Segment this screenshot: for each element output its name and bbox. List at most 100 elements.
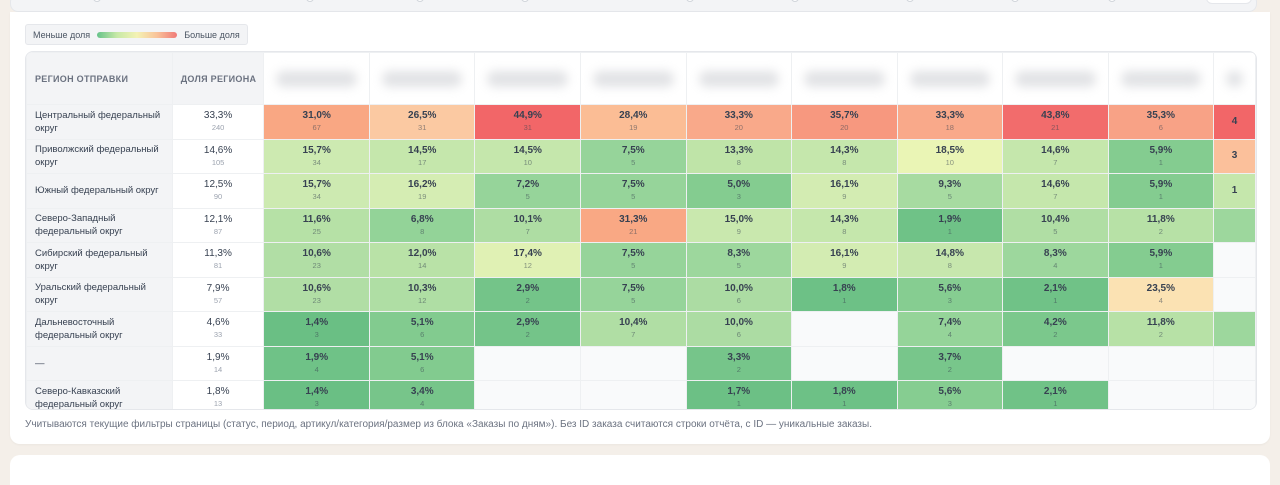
heat-cell[interactable]: 11,8% 2: [1107, 311, 1215, 347]
heat-cell[interactable]: 8,3% 4: [1002, 242, 1109, 278]
heat-cell[interactable]: 5,6% 3: [896, 380, 1004, 409]
heat-cell[interactable]: 15,7% 34: [263, 138, 370, 174]
heat-cell[interactable]: [1213, 380, 1256, 409]
heat-cell[interactable]: 33,3% 18: [896, 104, 1004, 140]
heat-cell[interactable]: [1107, 380, 1215, 409]
heat-cell[interactable]: 5,9% 1: [1107, 138, 1215, 174]
heat-cell[interactable]: 14,6% 7: [1002, 138, 1109, 174]
heat-cell[interactable]: 1,9% 1: [896, 207, 1004, 243]
heat-cell[interactable]: 3,3% 2: [685, 345, 793, 381]
heat-cell[interactable]: 4: [1213, 104, 1256, 140]
heat-cell[interactable]: 23,5% 4: [1107, 276, 1215, 312]
heat-cell[interactable]: [1213, 242, 1256, 278]
heat-cell[interactable]: 2,1% 1: [1002, 276, 1109, 312]
heat-cell[interactable]: 26,5% 31: [368, 104, 476, 140]
product-column-header[interactable]: [474, 52, 581, 105]
heat-cell[interactable]: 12,0% 14: [368, 242, 476, 278]
product-column-header[interactable]: [685, 52, 793, 105]
heat-cell[interactable]: [1107, 345, 1215, 381]
heat-cell[interactable]: 17,4% 12: [474, 242, 581, 278]
heat-cell[interactable]: 13,3% 8: [685, 138, 793, 174]
heat-cell[interactable]: 1,4% 3: [263, 311, 370, 347]
heat-cell[interactable]: 16,1% 9: [791, 242, 898, 278]
heat-cell[interactable]: 10,6% 23: [263, 242, 370, 278]
heat-cell[interactable]: 5,1% 6: [368, 311, 476, 347]
heat-cell[interactable]: 7,5% 5: [580, 138, 687, 174]
product-column-header[interactable]: [1107, 52, 1215, 105]
heat-cell[interactable]: 10,0% 6: [685, 276, 793, 312]
heat-cell[interactable]: 7,4% 4: [896, 311, 1004, 347]
heat-cell[interactable]: 16,2% 19: [368, 173, 476, 209]
heat-cell[interactable]: 16,1% 9: [791, 173, 898, 209]
product-column-header[interactable]: [263, 52, 370, 105]
share-column-header[interactable]: ДОЛЯ РЕГИОНА: [171, 52, 265, 105]
heat-cell[interactable]: 10,1% 7: [474, 207, 581, 243]
heat-cell[interactable]: 35,3% 6: [1107, 104, 1215, 140]
heat-cell[interactable]: 1,9% 4: [263, 345, 370, 381]
heat-cell[interactable]: 15,0% 9: [685, 207, 793, 243]
heat-cell[interactable]: [791, 311, 898, 347]
heat-cell[interactable]: 10,6% 23: [263, 276, 370, 312]
heat-cell[interactable]: 31,3% 21: [580, 207, 687, 243]
heat-cell[interactable]: 2,9% 2: [474, 311, 581, 347]
heat-cell[interactable]: 7,2% 5: [474, 173, 581, 209]
heat-cell[interactable]: 10,4% 7: [580, 311, 687, 347]
heat-cell[interactable]: 44,9% 31: [474, 104, 581, 140]
heat-cell[interactable]: 33,3% 20: [685, 104, 793, 140]
product-column-header[interactable]: [1213, 52, 1256, 105]
heat-cell[interactable]: 9,3% 5: [896, 173, 1004, 209]
heat-cell[interactable]: [580, 380, 687, 409]
heat-cell[interactable]: 5,9% 1: [1107, 173, 1215, 209]
heat-cell[interactable]: 14,8% 8: [896, 242, 1004, 278]
heat-cell[interactable]: 10,3% 12: [368, 276, 476, 312]
heat-cell[interactable]: 1,8% 1: [791, 380, 898, 409]
heat-cell[interactable]: 5,6% 3: [896, 276, 1004, 312]
heat-cell[interactable]: 43,8% 21: [1002, 104, 1109, 140]
heat-cell[interactable]: [474, 345, 581, 381]
heat-cell[interactable]: 3: [1213, 138, 1256, 174]
heat-cell[interactable]: 10,0% 6: [685, 311, 793, 347]
heat-cell[interactable]: [580, 345, 687, 381]
heat-cell[interactable]: 28,4% 19: [580, 104, 687, 140]
heat-cell[interactable]: [474, 380, 581, 409]
heat-cell[interactable]: [1002, 345, 1109, 381]
heat-cell[interactable]: 3,7% 2: [896, 345, 1004, 381]
radio-dot[interactable]: [906, 0, 914, 2]
heat-cell[interactable]: [1213, 345, 1256, 381]
heat-cell[interactable]: 5,1% 6: [368, 345, 476, 381]
radio-dot[interactable]: [416, 0, 424, 2]
heat-cell[interactable]: 14,5% 17: [368, 138, 476, 174]
strip-action-button[interactable]: [1206, 0, 1252, 4]
heat-cell[interactable]: [1213, 207, 1256, 243]
heat-cell[interactable]: 7,5% 5: [580, 276, 687, 312]
heat-cell[interactable]: 14,3% 8: [791, 207, 898, 243]
heat-cell[interactable]: [1213, 276, 1256, 312]
heat-cell[interactable]: 10,4% 5: [1002, 207, 1109, 243]
heat-cell[interactable]: 4,2% 2: [1002, 311, 1109, 347]
heat-cell[interactable]: 7,5% 5: [580, 173, 687, 209]
heat-cell[interactable]: 31,0% 67: [263, 104, 370, 140]
heat-cell[interactable]: 14,5% 10: [474, 138, 581, 174]
heat-cell[interactable]: 5,9% 1: [1107, 242, 1215, 278]
heat-cell[interactable]: [1213, 311, 1256, 347]
heat-cell[interactable]: 18,5% 10: [896, 138, 1004, 174]
radio-dot[interactable]: [1108, 0, 1116, 2]
heat-cell[interactable]: 2,1% 1: [1002, 380, 1109, 409]
heat-cell[interactable]: 14,6% 7: [1002, 173, 1109, 209]
heat-cell[interactable]: 11,6% 25: [263, 207, 370, 243]
heat-cell[interactable]: 1,4% 3: [263, 380, 370, 409]
heat-cell[interactable]: 11,8% 2: [1107, 207, 1215, 243]
heat-cell[interactable]: 1: [1213, 173, 1256, 209]
heat-cell[interactable]: 1,7% 1: [685, 380, 793, 409]
product-column-header[interactable]: [791, 52, 898, 105]
heat-cell[interactable]: 14,3% 8: [791, 138, 898, 174]
radio-dot[interactable]: [521, 0, 529, 2]
product-column-header[interactable]: [580, 52, 687, 105]
radio-dot[interactable]: [791, 0, 799, 2]
heat-cell[interactable]: 2,9% 2: [474, 276, 581, 312]
heat-cell[interactable]: 5,0% 3: [685, 173, 793, 209]
product-column-header[interactable]: [368, 52, 476, 105]
radio-dot[interactable]: [306, 0, 314, 2]
heat-cell[interactable]: 8,3% 5: [685, 242, 793, 278]
radio-dot[interactable]: [1011, 0, 1019, 2]
